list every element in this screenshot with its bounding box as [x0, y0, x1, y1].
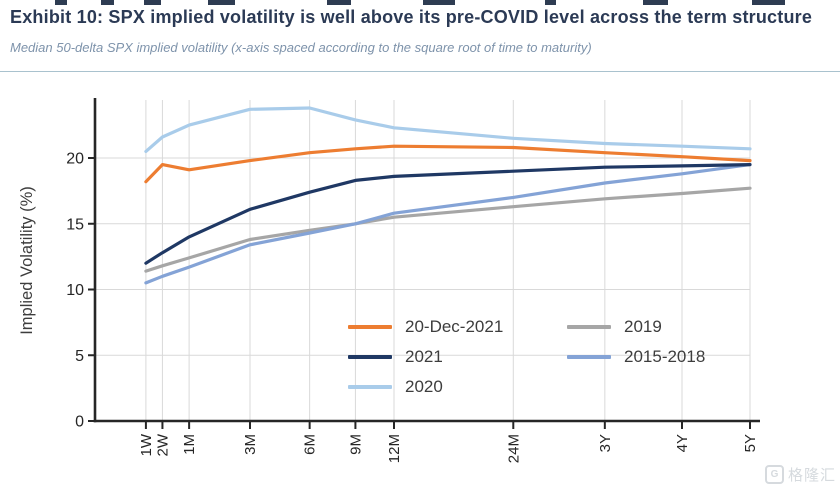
x-tick-label: 3Y	[597, 434, 614, 452]
crop-artifact	[752, 0, 785, 5]
y-tick-label: 15	[66, 216, 84, 233]
y-axis-title: Implied Volatility (%)	[18, 186, 36, 335]
watermark-logo-icon: G	[764, 465, 784, 484]
crop-artifact	[423, 0, 455, 5]
crop-artifact	[55, 0, 67, 5]
x-tick-label: 6M	[302, 434, 319, 455]
term-structure-chart: 0 5 10 15 20 1W 2W 1M 3M 6M 9M 12M 24M 3Y 4Y 5Y Implied …	[18, 98, 760, 463]
x-tick-label: 1M	[181, 434, 198, 455]
series-line-2015-2018	[144, 162, 752, 285]
crop-artifact	[327, 0, 351, 5]
watermark-text: 格隆汇	[787, 467, 836, 484]
watermark: G 格隆汇	[764, 464, 836, 485]
x-tick-label: 2W	[154, 433, 171, 456]
crop-artifact	[101, 0, 114, 5]
header-divider	[0, 71, 840, 72]
exhibit-subtitle: Median 50-delta SPX implied volatility (…	[10, 40, 592, 55]
crop-artifact	[545, 0, 556, 5]
series-line-2019	[144, 186, 752, 273]
x-tick-label: 4Y	[674, 434, 691, 452]
y-tick-label: 10	[66, 282, 84, 299]
series-line-20-Dec-2021	[144, 144, 752, 184]
crop-artifact	[208, 0, 235, 5]
x-tick-label: 3M	[242, 434, 259, 455]
y-tick-label: 20	[66, 151, 84, 168]
x-tick-label: 24M	[505, 434, 522, 463]
y-tick-label: 0	[75, 414, 84, 431]
x-tick-label: 12M	[386, 434, 403, 463]
series-line-2021	[144, 162, 752, 265]
x-tick-label: 1W	[138, 433, 155, 456]
x-tick-label: 9M	[347, 434, 364, 455]
y-tick-label: 5	[75, 348, 84, 365]
x-tick-label: 5Y	[742, 434, 759, 452]
crop-artifact	[144, 0, 161, 5]
series-line-2020	[144, 106, 752, 154]
exhibit-title: Exhibit 10: SPX implied volatility is we…	[10, 7, 813, 27]
crop-artifact	[643, 0, 668, 5]
